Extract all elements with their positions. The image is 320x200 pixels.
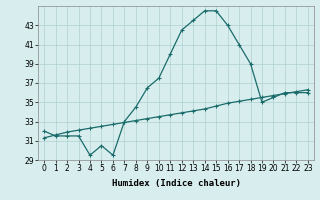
X-axis label: Humidex (Indice chaleur): Humidex (Indice chaleur) <box>111 179 241 188</box>
